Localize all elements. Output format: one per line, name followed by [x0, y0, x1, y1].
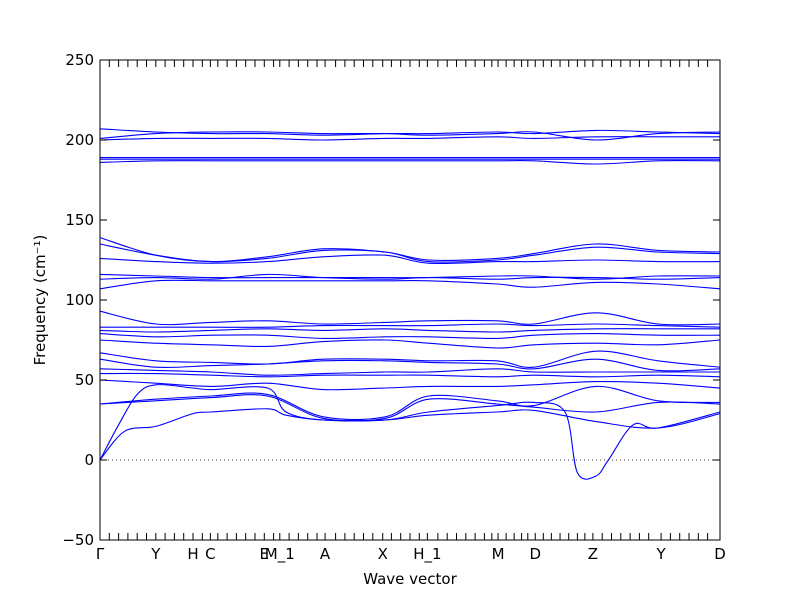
band-line-3 — [99, 136, 721, 141]
band-line-26 — [99, 408, 721, 461]
x-tick-label: A — [320, 545, 331, 563]
y-tick-label: 100 — [65, 291, 94, 309]
x-tick-label: E — [260, 545, 269, 563]
band-line-9 — [99, 254, 721, 265]
band-lines — [99, 128, 721, 480]
band-line-21 — [99, 372, 721, 378]
band-line-12 — [99, 279, 721, 290]
band-line-20 — [99, 368, 720, 376]
x-tick-label: C — [205, 545, 215, 563]
x-axis-ticks: Γ Y H C EM_1 A X H_1 M D Z Y D — [96, 60, 726, 564]
y-tick-label: 250 — [65, 51, 94, 69]
x-tick-label: M_1 — [265, 545, 295, 564]
y-axis-ticks: −50 0 50 100 150 200 250 — [62, 51, 720, 549]
band-line-25 — [99, 384, 721, 480]
band-line-17 — [99, 339, 721, 349]
band-line-24 — [99, 394, 721, 422]
x-tick-label: M — [492, 545, 505, 563]
x-tick-label: H_1 — [413, 545, 441, 564]
band-line-22 — [99, 379, 721, 391]
band-line-15 — [99, 328, 721, 333]
x-tick-label: X — [378, 545, 388, 563]
band-line-8 — [99, 243, 721, 263]
band-line-23 — [99, 385, 721, 421]
x-axis-label: Wave vector — [363, 570, 457, 588]
y-tick-label: 200 — [65, 131, 94, 149]
y-tick-label: 50 — [75, 371, 94, 389]
y-axis-label: Frequency (cm⁻¹) — [31, 235, 49, 366]
band-line-19 — [99, 358, 721, 372]
band-line-14 — [99, 323, 721, 328]
band-line-1 — [99, 128, 721, 136]
band-line-16 — [99, 333, 721, 339]
y-tick-label: 0 — [84, 451, 94, 469]
band-line-18 — [99, 350, 721, 368]
x-tick-label: H — [187, 545, 198, 563]
x-tick-label: Γ — [96, 545, 105, 563]
x-tick-label: Y — [150, 545, 161, 563]
y-tick-label: 150 — [65, 211, 94, 229]
band-line-2 — [99, 131, 721, 141]
plot-frame — [99, 59, 721, 541]
x-tick-label: D — [714, 545, 726, 563]
x-tick-label: Z — [588, 545, 598, 563]
band-line-11 — [99, 273, 721, 280]
band-line-6 — [99, 160, 721, 165]
band-line-13 — [99, 310, 721, 326]
y-tick-label: −50 — [62, 531, 94, 549]
x-tick-label: D — [529, 545, 541, 563]
x-tick-label: Y — [656, 545, 667, 563]
